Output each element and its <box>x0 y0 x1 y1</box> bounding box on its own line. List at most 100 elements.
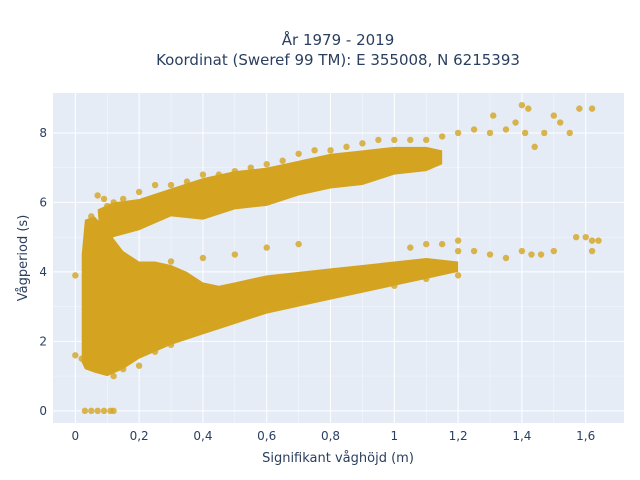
data-point <box>119 195 127 203</box>
data-point <box>454 272 462 279</box>
x-tick-label: 0,2 <box>130 429 149 443</box>
chart-title: År 1979 - 2019 <box>282 30 395 49</box>
data-point <box>343 143 350 151</box>
data-point <box>72 272 79 279</box>
data-point <box>263 161 270 168</box>
data-point <box>541 129 548 137</box>
chart-subtitle: Koordinat (Sweref 99 TM): E 355008, N 62… <box>156 51 520 69</box>
data-point <box>423 240 430 248</box>
y-tick-label: 4 <box>39 265 47 279</box>
data-point <box>531 143 538 151</box>
data-point <box>110 372 117 380</box>
data-point <box>470 247 478 255</box>
data-point <box>135 362 143 369</box>
x-tick-label: 1,2 <box>449 429 468 443</box>
x-tick-label: 0,4 <box>193 429 212 443</box>
data-point <box>104 369 111 376</box>
y-tick-label: 8 <box>39 126 47 140</box>
data-point <box>550 112 558 119</box>
data-point <box>311 147 318 154</box>
data-point <box>595 237 602 244</box>
data-point <box>94 192 101 199</box>
lower-swell-cluster <box>81 216 459 377</box>
data-point <box>525 105 532 112</box>
x-tick-label: 0 <box>72 429 80 443</box>
data-point <box>566 129 573 137</box>
data-point <box>588 247 596 255</box>
data-point <box>151 348 159 355</box>
data-point <box>295 240 302 248</box>
data-point <box>423 136 430 144</box>
data-point <box>550 247 558 255</box>
data-point <box>199 324 207 331</box>
data-point <box>502 126 510 133</box>
data-point <box>88 407 95 415</box>
data-point <box>94 407 101 415</box>
data-point <box>518 247 526 255</box>
data-point <box>582 233 589 241</box>
data-point <box>438 240 446 248</box>
data-point <box>100 407 108 415</box>
data-point <box>231 167 239 175</box>
data-point <box>199 171 207 178</box>
data-point <box>327 293 334 300</box>
data-point <box>167 181 175 189</box>
data-point <box>486 251 494 258</box>
x-tick-label: 0,8 <box>321 429 340 443</box>
data-point <box>263 306 270 314</box>
data-point <box>88 220 95 227</box>
x-axis-ticks: 0 0,2 0,4 0,6 0,8 1 1,2 1,4 1,6 <box>72 429 596 443</box>
data-point <box>199 254 207 262</box>
data-point <box>100 195 108 203</box>
data-point <box>81 407 89 415</box>
data-point <box>231 317 239 324</box>
data-points <box>72 101 602 415</box>
y-axis-label: Vågperiod (s) <box>16 215 31 302</box>
data-point <box>557 119 564 126</box>
data-point <box>135 188 143 196</box>
data-point <box>247 164 254 171</box>
data-point <box>295 299 302 307</box>
data-point <box>78 355 85 362</box>
data-point <box>391 136 398 144</box>
y-tick-label: 6 <box>39 195 47 209</box>
data-point <box>263 244 270 251</box>
data-point <box>588 105 596 112</box>
data-point <box>183 331 191 338</box>
data-point <box>167 341 175 349</box>
data-point <box>572 233 580 241</box>
y-tick-label: 0 <box>39 404 47 418</box>
data-point <box>407 244 414 251</box>
data-point <box>119 365 127 373</box>
data-point <box>375 136 382 144</box>
data-point <box>359 286 366 293</box>
data-point <box>167 258 175 265</box>
data-point <box>104 202 111 210</box>
data-cloud <box>81 146 459 377</box>
data-point <box>279 157 286 164</box>
data-point <box>521 129 529 137</box>
y-tick-label: 2 <box>39 334 47 348</box>
upper-swell-cluster <box>97 146 443 252</box>
data-point <box>359 140 366 147</box>
data-point <box>454 237 462 244</box>
x-axis-label: Signifikant våghöjd (m) <box>262 451 414 466</box>
data-point <box>537 251 545 258</box>
data-point <box>327 147 334 154</box>
data-point <box>502 254 510 262</box>
data-point <box>518 101 526 109</box>
data-point <box>151 181 159 189</box>
data-point <box>110 199 117 206</box>
data-point <box>295 150 302 157</box>
data-point <box>588 237 596 244</box>
x-tick-label: 0,6 <box>257 429 276 443</box>
data-point <box>407 136 414 144</box>
data-point <box>231 251 239 258</box>
data-point <box>528 251 535 258</box>
data-point <box>576 105 583 112</box>
y-axis-ticks: 0 2 4 6 8 <box>39 126 47 418</box>
data-point <box>183 178 191 185</box>
x-tick-label: 1,6 <box>576 429 595 443</box>
data-point <box>215 171 223 178</box>
